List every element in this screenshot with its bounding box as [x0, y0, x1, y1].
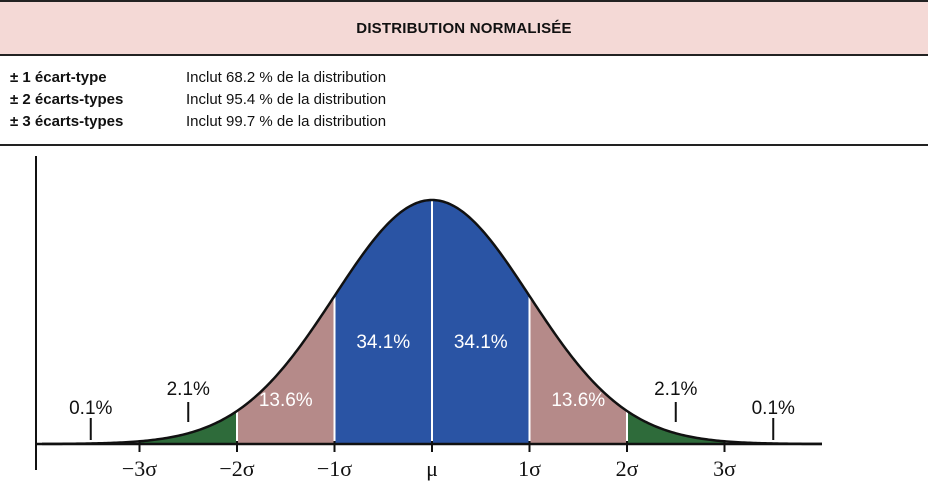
title-bar: DISTRIBUTION NORMALISÉE [0, 0, 928, 56]
tail-percent-label: 0.1% [752, 398, 795, 419]
x-tick-label: 3σ [713, 456, 736, 481]
x-tick-label: −3σ [122, 456, 157, 481]
x-tick-label: μ [426, 456, 438, 481]
legend: ± 1 écart-type Inclut 68.2 % de la distr… [0, 58, 928, 146]
x-tick-label: 1σ [518, 456, 541, 481]
band-area-3 [432, 200, 530, 444]
band-area-0 [139, 410, 237, 444]
legend-row-3sd: ± 3 écarts-types Inclut 99.7 % de la dis… [10, 110, 386, 132]
band-area-2 [334, 200, 432, 444]
chart-canvas: −3σ −2σ −1σ μ 1σ 2σ 3σ 2.1% 13.6% 34.1% 34.1% 13.6%… [35, 156, 823, 481]
legend-text: Inclut 68.2 % de la distribution [186, 68, 387, 86]
page-title: DISTRIBUTION NORMALISÉE [356, 19, 572, 37]
band-percent-label: 13.6% [259, 390, 313, 411]
band-percent-label: 2.1% [654, 379, 697, 400]
tail-percent-label: 0.1% [69, 398, 112, 419]
band-percent-label: 34.1% [454, 332, 508, 353]
normal-curve [41, 198, 823, 446]
legend-text: Inclut 95.4 % de la distribution [186, 90, 387, 108]
legend-text: Inclut 99.7 % de la distribution [186, 112, 387, 130]
legend-row-2sd: ± 2 écarts-types Inclut 95.4 % de la dis… [10, 88, 386, 110]
x-tick-label: 2σ [616, 456, 639, 481]
band-area-5 [627, 410, 725, 444]
x-tick-label: −1σ [317, 456, 352, 481]
legend-label: ± 1 écart-type [10, 68, 107, 86]
band-percent-label: 34.1% [356, 332, 410, 353]
legend-row-1sd: ± 1 écart-type Inclut 68.2 % de la distr… [10, 66, 386, 88]
band-percent-label: 13.6% [551, 390, 605, 411]
band-percent-label: 2.1% [167, 379, 210, 400]
legend-label: ± 3 écarts-types [10, 112, 124, 130]
normal-distribution-chart: −3σ −2σ −1σ μ 1σ 2σ 3σ 2.1% 13.6% 34.1% 34.1% 13.6%… [0, 148, 928, 500]
x-tick-label: −2σ [219, 456, 254, 481]
legend-label: ± 2 écarts-types [10, 90, 124, 108]
